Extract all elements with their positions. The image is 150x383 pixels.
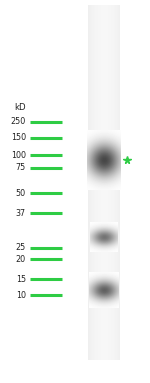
- Text: 25: 25: [16, 244, 26, 252]
- Text: 150: 150: [11, 134, 26, 142]
- Text: 75: 75: [16, 164, 26, 172]
- Text: kD: kD: [14, 103, 26, 111]
- Text: 250: 250: [11, 118, 26, 126]
- Text: 50: 50: [16, 188, 26, 198]
- Text: 20: 20: [16, 254, 26, 264]
- Text: 10: 10: [16, 290, 26, 300]
- Text: 100: 100: [11, 151, 26, 159]
- Text: 15: 15: [16, 275, 26, 283]
- Text: 37: 37: [16, 208, 26, 218]
